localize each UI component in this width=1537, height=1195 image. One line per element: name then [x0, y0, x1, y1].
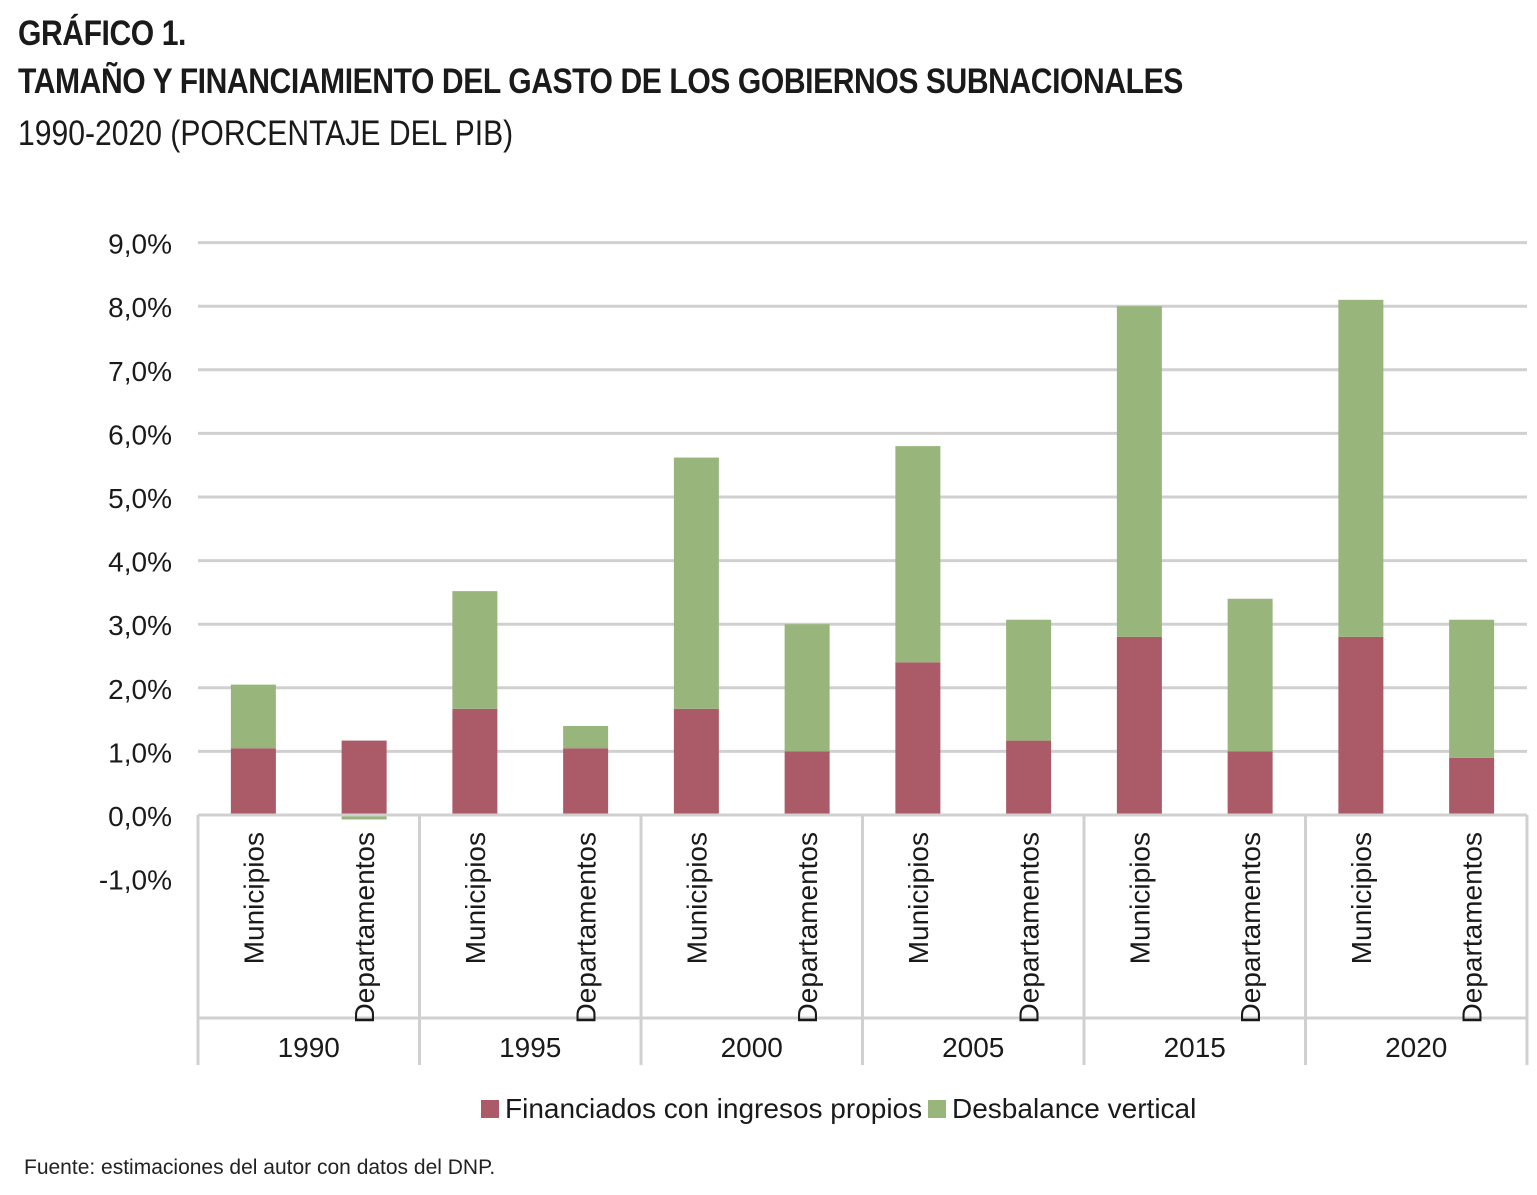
- y-tick-label: 2,0%: [108, 674, 172, 705]
- bar-desbalance-vertical: [1449, 619, 1495, 758]
- bar-desbalance-vertical: [895, 446, 941, 663]
- bar-financiados-propios: [1116, 636, 1162, 815]
- group-label: 1995: [499, 1032, 561, 1063]
- group-label: 2000: [721, 1032, 783, 1063]
- x-tick-label: Municipios: [681, 832, 712, 964]
- x-tick-label: Municipios: [903, 832, 934, 964]
- y-axis-ticks: 9,0% 8,0% 7,0% 6,0% 5,0% 4,0% 3,0% 2,0% 1,0% 0,0%…: [99, 229, 172, 896]
- y-tick-label: 4,0%: [108, 547, 172, 578]
- legend-label: Desbalance vertical: [952, 1093, 1196, 1124]
- bar-desbalance-vertical: [563, 725, 609, 749]
- y-tick-label: 5,0%: [108, 483, 172, 514]
- legend: Financiados con ingresos propios Desbalan…: [481, 1093, 1196, 1124]
- x-tick-label: Departamentos: [1457, 832, 1488, 1023]
- x-axis: Municipios Departamentos Municipios Departa…: [196, 813, 1529, 1065]
- bar-financiados-propios: [1227, 751, 1273, 815]
- legend-swatch: [481, 1100, 499, 1118]
- bar-desbalance-vertical: [230, 684, 276, 749]
- y-tick-label: 1,0%: [108, 737, 172, 768]
- group-label: 2015: [1164, 1032, 1226, 1063]
- bar-chart: 9,0% 8,0% 7,0% 6,0% 5,0% 4,0% 3,0% 2,0% 1,0% 0,0%…: [99, 229, 1529, 1124]
- bar-financiados-propios: [563, 748, 609, 815]
- legend-label: Financiados con ingresos propios: [505, 1093, 922, 1124]
- bar-financiados-propios: [230, 748, 276, 815]
- group-label: 2005: [942, 1032, 1004, 1063]
- bar-financiados-propios: [673, 708, 719, 815]
- y-tick-label: 9,0%: [108, 229, 172, 260]
- x-tick-label: Municipios: [1346, 832, 1377, 964]
- bar-desbalance-vertical: [673, 457, 719, 709]
- x-tick-label: Municipios: [460, 832, 491, 964]
- bar-financiados-propios: [341, 740, 387, 815]
- bar-desbalance-vertical: [784, 624, 830, 752]
- bar-financiados-propios: [895, 662, 941, 815]
- x-tick-label: Municipios: [1124, 832, 1155, 964]
- bar-financiados-propios: [1006, 740, 1052, 815]
- x-tick-label: Departamentos: [1014, 832, 1045, 1023]
- y-tick-label: -1,0%: [99, 865, 172, 896]
- bar-financiados-propios: [1338, 636, 1384, 815]
- bar-desbalance-vertical: [1227, 598, 1273, 752]
- x-tick-label: Departamentos: [349, 832, 380, 1023]
- group-label: 2020: [1385, 1032, 1447, 1063]
- bars: [230, 299, 1495, 820]
- bar-desbalance-vertical: [1006, 619, 1052, 741]
- x-tick-label: Departamentos: [792, 832, 823, 1023]
- bar-financiados-propios: [1449, 757, 1495, 815]
- group-label: 1990: [278, 1032, 340, 1063]
- legend-swatch: [928, 1100, 946, 1118]
- bar-desbalance-vertical: [1116, 306, 1162, 637]
- x-tick-label: Departamentos: [1235, 832, 1266, 1023]
- chart-label: GRÁFICO 1.: [18, 14, 186, 53]
- bar-financiados-propios: [452, 708, 498, 815]
- y-tick-label: 6,0%: [108, 419, 172, 450]
- source-note: Fuente: estimaciones del autor con datos…: [24, 1156, 496, 1179]
- gridlines: [198, 241, 1527, 753]
- bar-financiados-propios: [784, 751, 830, 815]
- y-tick-label: 8,0%: [108, 292, 172, 323]
- y-tick-label: 7,0%: [108, 356, 172, 387]
- x-tick-label: Departamentos: [571, 832, 602, 1023]
- bar-desbalance-vertical: [1338, 299, 1384, 637]
- bar-desbalance-vertical: [341, 815, 387, 820]
- y-tick-label: 0,0%: [108, 801, 172, 832]
- chart-subtitle: 1990-2020 (PORCENTAJE DEL PIB): [18, 114, 514, 153]
- y-tick-label: 3,0%: [108, 610, 172, 641]
- x-tick-label: Municipios: [238, 832, 269, 964]
- chart-title: TAMAÑO Y FINANCIAMIENTO DEL GASTO DE LOS…: [18, 62, 1183, 101]
- bar-desbalance-vertical: [452, 591, 498, 709]
